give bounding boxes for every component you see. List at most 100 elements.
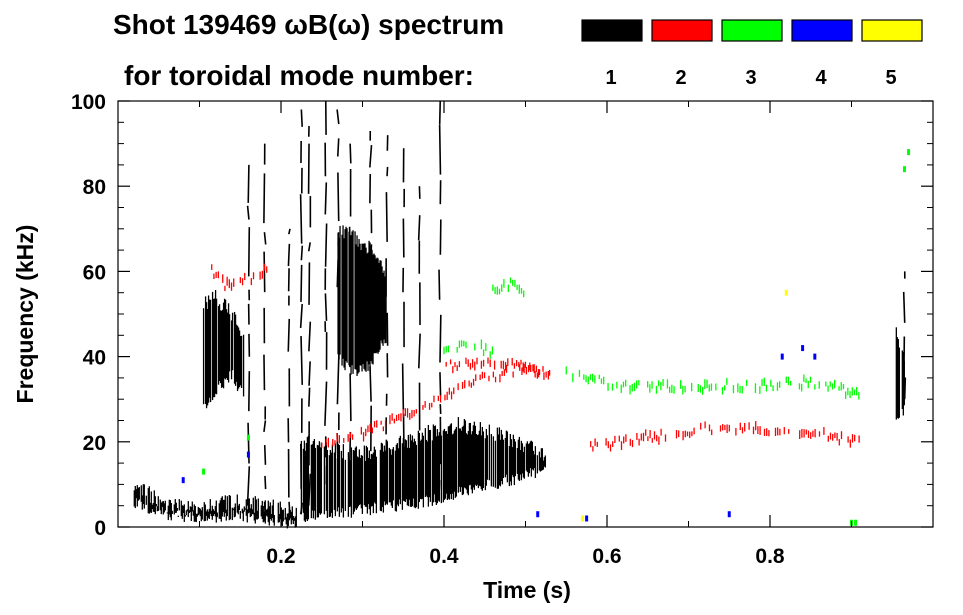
- legend-swatch-mode-4: [791, 19, 853, 42]
- mode-5-points: [581, 289, 788, 522]
- legend-label-mode-2: 2: [675, 67, 686, 89]
- point-mark: [784, 289, 788, 296]
- point-mark: [854, 519, 858, 526]
- spike-segment: [417, 333, 421, 369]
- point-mark: [246, 434, 250, 441]
- point-mark: [181, 477, 185, 484]
- y-tick-label: 100: [71, 91, 106, 114]
- spike-segment: [324, 182, 328, 215]
- point-mark: [536, 511, 540, 518]
- spike-segment: [401, 363, 405, 411]
- x-tick-label: 0.2: [266, 545, 295, 568]
- spike-segment: [417, 215, 421, 241]
- spike-segment: [287, 243, 291, 267]
- spike-segment: [263, 232, 267, 245]
- x-tick-label: 0.6: [592, 545, 621, 568]
- legend-swatch-mode-1: [581, 19, 643, 42]
- spike-segment: [336, 138, 340, 157]
- point-mark: [907, 149, 911, 156]
- spike-segment: [438, 100, 442, 125]
- spike-segment: [308, 321, 312, 352]
- spike-segment: [300, 336, 304, 385]
- y-tick-label: 80: [83, 176, 106, 199]
- mode-3-track: [443, 339, 494, 359]
- spike-segment: [300, 245, 304, 261]
- x-axis-label: Time (s): [483, 577, 571, 603]
- spike-segment: [263, 173, 266, 224]
- legend-swatch-mode-2: [651, 19, 713, 42]
- mode-1-band: [133, 484, 297, 529]
- spike-segment: [439, 314, 442, 363]
- spike-segment: [300, 109, 303, 127]
- spike-segment: [336, 109, 340, 125]
- spike-segment: [263, 445, 267, 465]
- spike-segment: [324, 293, 328, 321]
- spike-segment: [438, 124, 442, 175]
- spike-segment: [337, 477, 340, 493]
- plot-frame: [117, 100, 934, 528]
- spike-segment: [299, 194, 303, 244]
- chart-title-line2: for toroidal mode number:: [124, 60, 474, 91]
- spike-segment: [300, 264, 303, 302]
- mode-2-track: [445, 357, 551, 378]
- spectrum-data: [133, 100, 911, 529]
- point-mark: [727, 511, 731, 518]
- y-tick-label: 60: [83, 261, 106, 284]
- spike-segment: [299, 303, 303, 328]
- spike-segment: [307, 473, 312, 506]
- mode-2-track: [590, 421, 860, 452]
- point-mark: [202, 468, 206, 475]
- spike-segment: [263, 251, 266, 293]
- spike-segment: [438, 269, 441, 300]
- spike-segment: [385, 192, 388, 242]
- spike-segment: [288, 228, 291, 235]
- mode-1-band: [202, 290, 245, 409]
- legend-swatch-mode-5: [861, 19, 923, 42]
- x-tick-label: 0.8: [755, 545, 785, 568]
- spike-segment: [307, 242, 311, 252]
- legend-label-mode-5: 5: [885, 67, 896, 89]
- point-mark: [246, 451, 250, 458]
- spike-segment: [246, 205, 250, 220]
- spike-segment: [439, 372, 442, 396]
- mode-3-track: [492, 277, 525, 298]
- spike-segment: [247, 227, 251, 277]
- legend-swatch-mode-3: [721, 19, 783, 42]
- point-mark: [780, 353, 784, 360]
- axes: 0.2 0.4 0.6 0.8 0 20 40 60 80 100: [71, 91, 933, 568]
- spike-segment: [349, 373, 352, 422]
- legend-label-mode-4: 4: [815, 67, 827, 89]
- spike-segment: [264, 475, 267, 490]
- y-tick-label: 20: [83, 432, 106, 455]
- y-tick-label: 0: [94, 517, 106, 540]
- spike-segment: [246, 466, 251, 506]
- spike-segment: [349, 143, 352, 164]
- spike-segment: [324, 381, 328, 426]
- mode-2-track: [321, 363, 549, 448]
- point-mark: [813, 353, 817, 360]
- spike-segment: [308, 361, 311, 386]
- spike-segment: [903, 377, 907, 400]
- spike-segment: [349, 330, 352, 367]
- legend-label-mode-1: 1: [605, 67, 616, 89]
- mode-4-points: [181, 345, 817, 522]
- y-tick-label: 40: [83, 347, 106, 370]
- legend-label-mode-3: 3: [745, 67, 756, 89]
- spike-segment: [336, 353, 340, 405]
- point-mark: [585, 515, 589, 522]
- spike-segment: [369, 144, 373, 168]
- y-axis-label: Frequency (kHz): [12, 225, 38, 404]
- mode-1-band: [337, 225, 387, 376]
- spike-segment: [288, 501, 291, 519]
- spike-segment: [402, 413, 405, 464]
- spike-segment: [299, 502, 303, 515]
- mode-legend: 1 2 3 4 5: [581, 19, 923, 89]
- spike-segment: [349, 257, 352, 301]
- spike-segment: [247, 164, 250, 203]
- spike-segment: [287, 318, 291, 352]
- mode-1-band: [895, 327, 905, 420]
- spike-segment: [369, 366, 372, 402]
- spike-segment: [349, 304, 352, 325]
- spike-segment: [337, 172, 340, 222]
